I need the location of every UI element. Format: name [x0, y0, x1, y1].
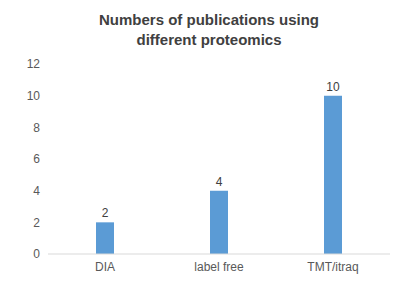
svg-text:2: 2 — [33, 216, 40, 230]
svg-text:0: 0 — [33, 247, 40, 261]
html-text:Numbers of publications using: Numbers of publications using different … — [99, 11, 319, 48]
svg-text:4: 4 — [216, 175, 223, 189]
svg-text:4: 4 — [33, 184, 40, 198]
svg-text:DIA: DIA — [95, 260, 115, 274]
svg-text:6: 6 — [33, 152, 40, 166]
svg-text:2: 2 — [102, 206, 109, 220]
svg-text:label free: label free — [194, 260, 244, 274]
svg-text:10: 10 — [27, 89, 41, 103]
svg-text:10: 10 — [326, 80, 340, 94]
svg-text:TMT/itraq: TMT/itraq — [307, 260, 358, 274]
svg-text:8: 8 — [33, 121, 40, 135]
svg-text:12: 12 — [27, 57, 41, 71]
